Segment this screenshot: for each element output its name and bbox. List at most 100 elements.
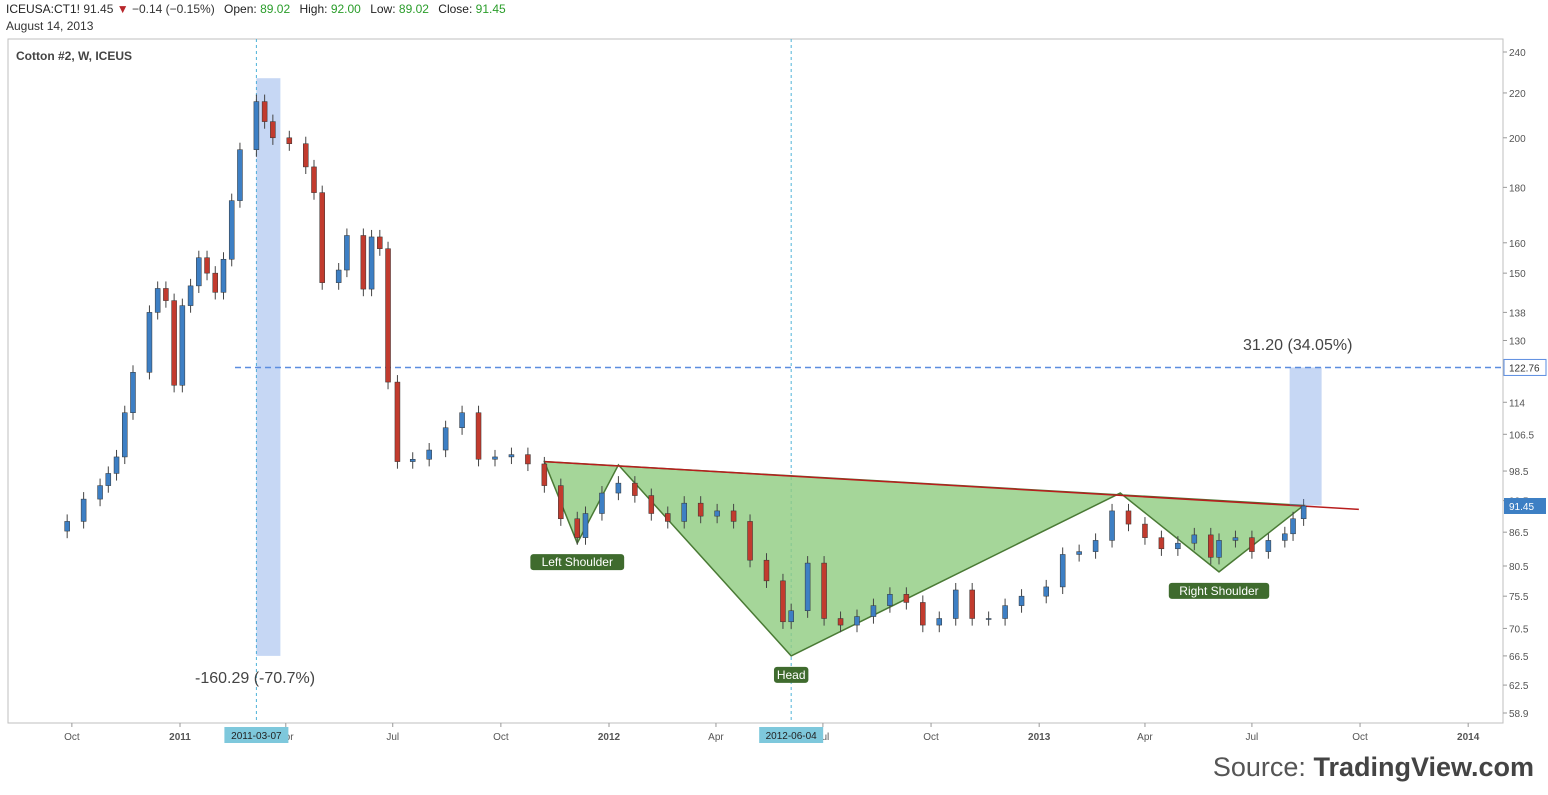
candle-body (1142, 523, 1148, 538)
candle-body (394, 381, 401, 462)
candle-body (648, 495, 655, 514)
price-change: −0.14 (−0.15%) (131, 2, 215, 16)
y-tick-label: 114 (1509, 398, 1525, 409)
y-tick-label: 70.5 (1509, 624, 1529, 635)
y-tick-label: 138 (1509, 308, 1526, 319)
candle-body (1208, 534, 1214, 558)
candle-body (385, 248, 391, 383)
candle-body (821, 562, 827, 619)
candle-body (681, 502, 687, 522)
rise-range-label: 31.20 (34.05%) (1243, 337, 1352, 354)
candle-body (154, 288, 161, 313)
candle-body (261, 101, 268, 122)
candle-body (1125, 510, 1132, 525)
candle-body (1002, 605, 1008, 619)
candle-body (130, 372, 136, 413)
candle-body (854, 616, 860, 626)
y-tick-label: 150 (1509, 269, 1526, 280)
candle-body (237, 149, 243, 201)
close-value: 91.45 (475, 2, 506, 16)
candle-body (574, 518, 581, 538)
candle-body (747, 521, 753, 561)
y-tick-label: 240 (1509, 48, 1526, 59)
candle-body (1076, 551, 1082, 555)
candle-body (286, 137, 293, 144)
candle-body (475, 412, 482, 460)
pattern-label: Left Shoulder (542, 555, 613, 569)
x-tick-label: 2013 (1028, 732, 1051, 743)
y-tick-label: 98.5 (1509, 467, 1529, 478)
x-tick-label: Jul (386, 732, 399, 743)
y-tick-label: 106.5 (1509, 430, 1534, 441)
symbol-header: ICEUSA:CT1! 91.45 ▼ −0.14 (−0.15%) Open:… (6, 2, 506, 17)
candle-body (270, 121, 276, 139)
close-label: Close: (438, 2, 473, 16)
price-badge-label: 91.45 (1509, 502, 1534, 513)
candle-body (335, 269, 342, 283)
candle-body (1092, 540, 1099, 552)
candle-body (105, 473, 112, 486)
candle-body (1191, 534, 1198, 544)
candle-body (615, 482, 622, 494)
y-tick-label: 220 (1509, 89, 1526, 100)
pattern-label-bg (530, 554, 625, 571)
marker-date-badge (759, 727, 824, 743)
candle-body (64, 521, 70, 532)
candle-body (697, 502, 704, 517)
y-tick-label: 58.9 (1509, 709, 1529, 720)
candle-body (426, 449, 432, 460)
plot-area (7, 38, 1504, 724)
candle-body (730, 510, 737, 522)
candle-body (903, 594, 910, 603)
candle-body (936, 618, 943, 626)
neckline (544, 460, 1359, 511)
candle-body (558, 485, 564, 520)
x-tick-label: Apr (1137, 732, 1153, 743)
y-tick-label: 62.5 (1509, 681, 1529, 692)
candle-body (1059, 554, 1066, 588)
chart-title: Cotton #2, W, ICEUS (16, 49, 132, 63)
candle-body (1018, 595, 1025, 606)
candle-body (804, 562, 811, 611)
candle-body (837, 618, 844, 626)
candle-body (1300, 505, 1307, 520)
candle-body (665, 513, 671, 522)
source-prefix: Source: (1212, 752, 1306, 782)
rise-range-box (1289, 367, 1322, 506)
symbol-name[interactable]: ICEUSA:CT1! (6, 2, 81, 16)
candle-body (920, 602, 926, 626)
candle-body (113, 456, 120, 474)
candle-body (1109, 510, 1115, 541)
open-value: 89.02 (260, 2, 291, 16)
pattern-label: Head (777, 668, 806, 682)
pattern-label: Right Shoulder (1179, 584, 1258, 598)
marker-date-badge (224, 727, 289, 743)
candle-body (508, 454, 515, 458)
candle-body (1043, 586, 1049, 597)
candle-body (1265, 540, 1272, 552)
candle-body (870, 605, 877, 617)
candle-body (1249, 537, 1255, 552)
candle-body (632, 482, 638, 496)
candle-body (788, 610, 794, 623)
candle-body (969, 589, 975, 619)
y-tick-label: 66.5 (1509, 652, 1529, 663)
candle-body (319, 192, 325, 283)
candle-body (985, 618, 992, 620)
candle-body (599, 492, 605, 514)
candle-body (97, 485, 103, 500)
candle-body (887, 594, 893, 606)
candle-body (163, 288, 169, 301)
x-tick-label: Jul (1246, 732, 1259, 743)
candle-body (122, 412, 128, 458)
candle-body (1216, 540, 1222, 558)
candle-body (763, 559, 770, 582)
high-value: 92.00 (330, 2, 361, 16)
source-credit: Source: TradingView.com (1213, 752, 1534, 783)
candle-body (377, 236, 383, 249)
x-tick-label: 2011 (169, 732, 191, 743)
candle-body (220, 258, 227, 293)
candle-body (303, 143, 309, 168)
candle-body (541, 463, 548, 486)
